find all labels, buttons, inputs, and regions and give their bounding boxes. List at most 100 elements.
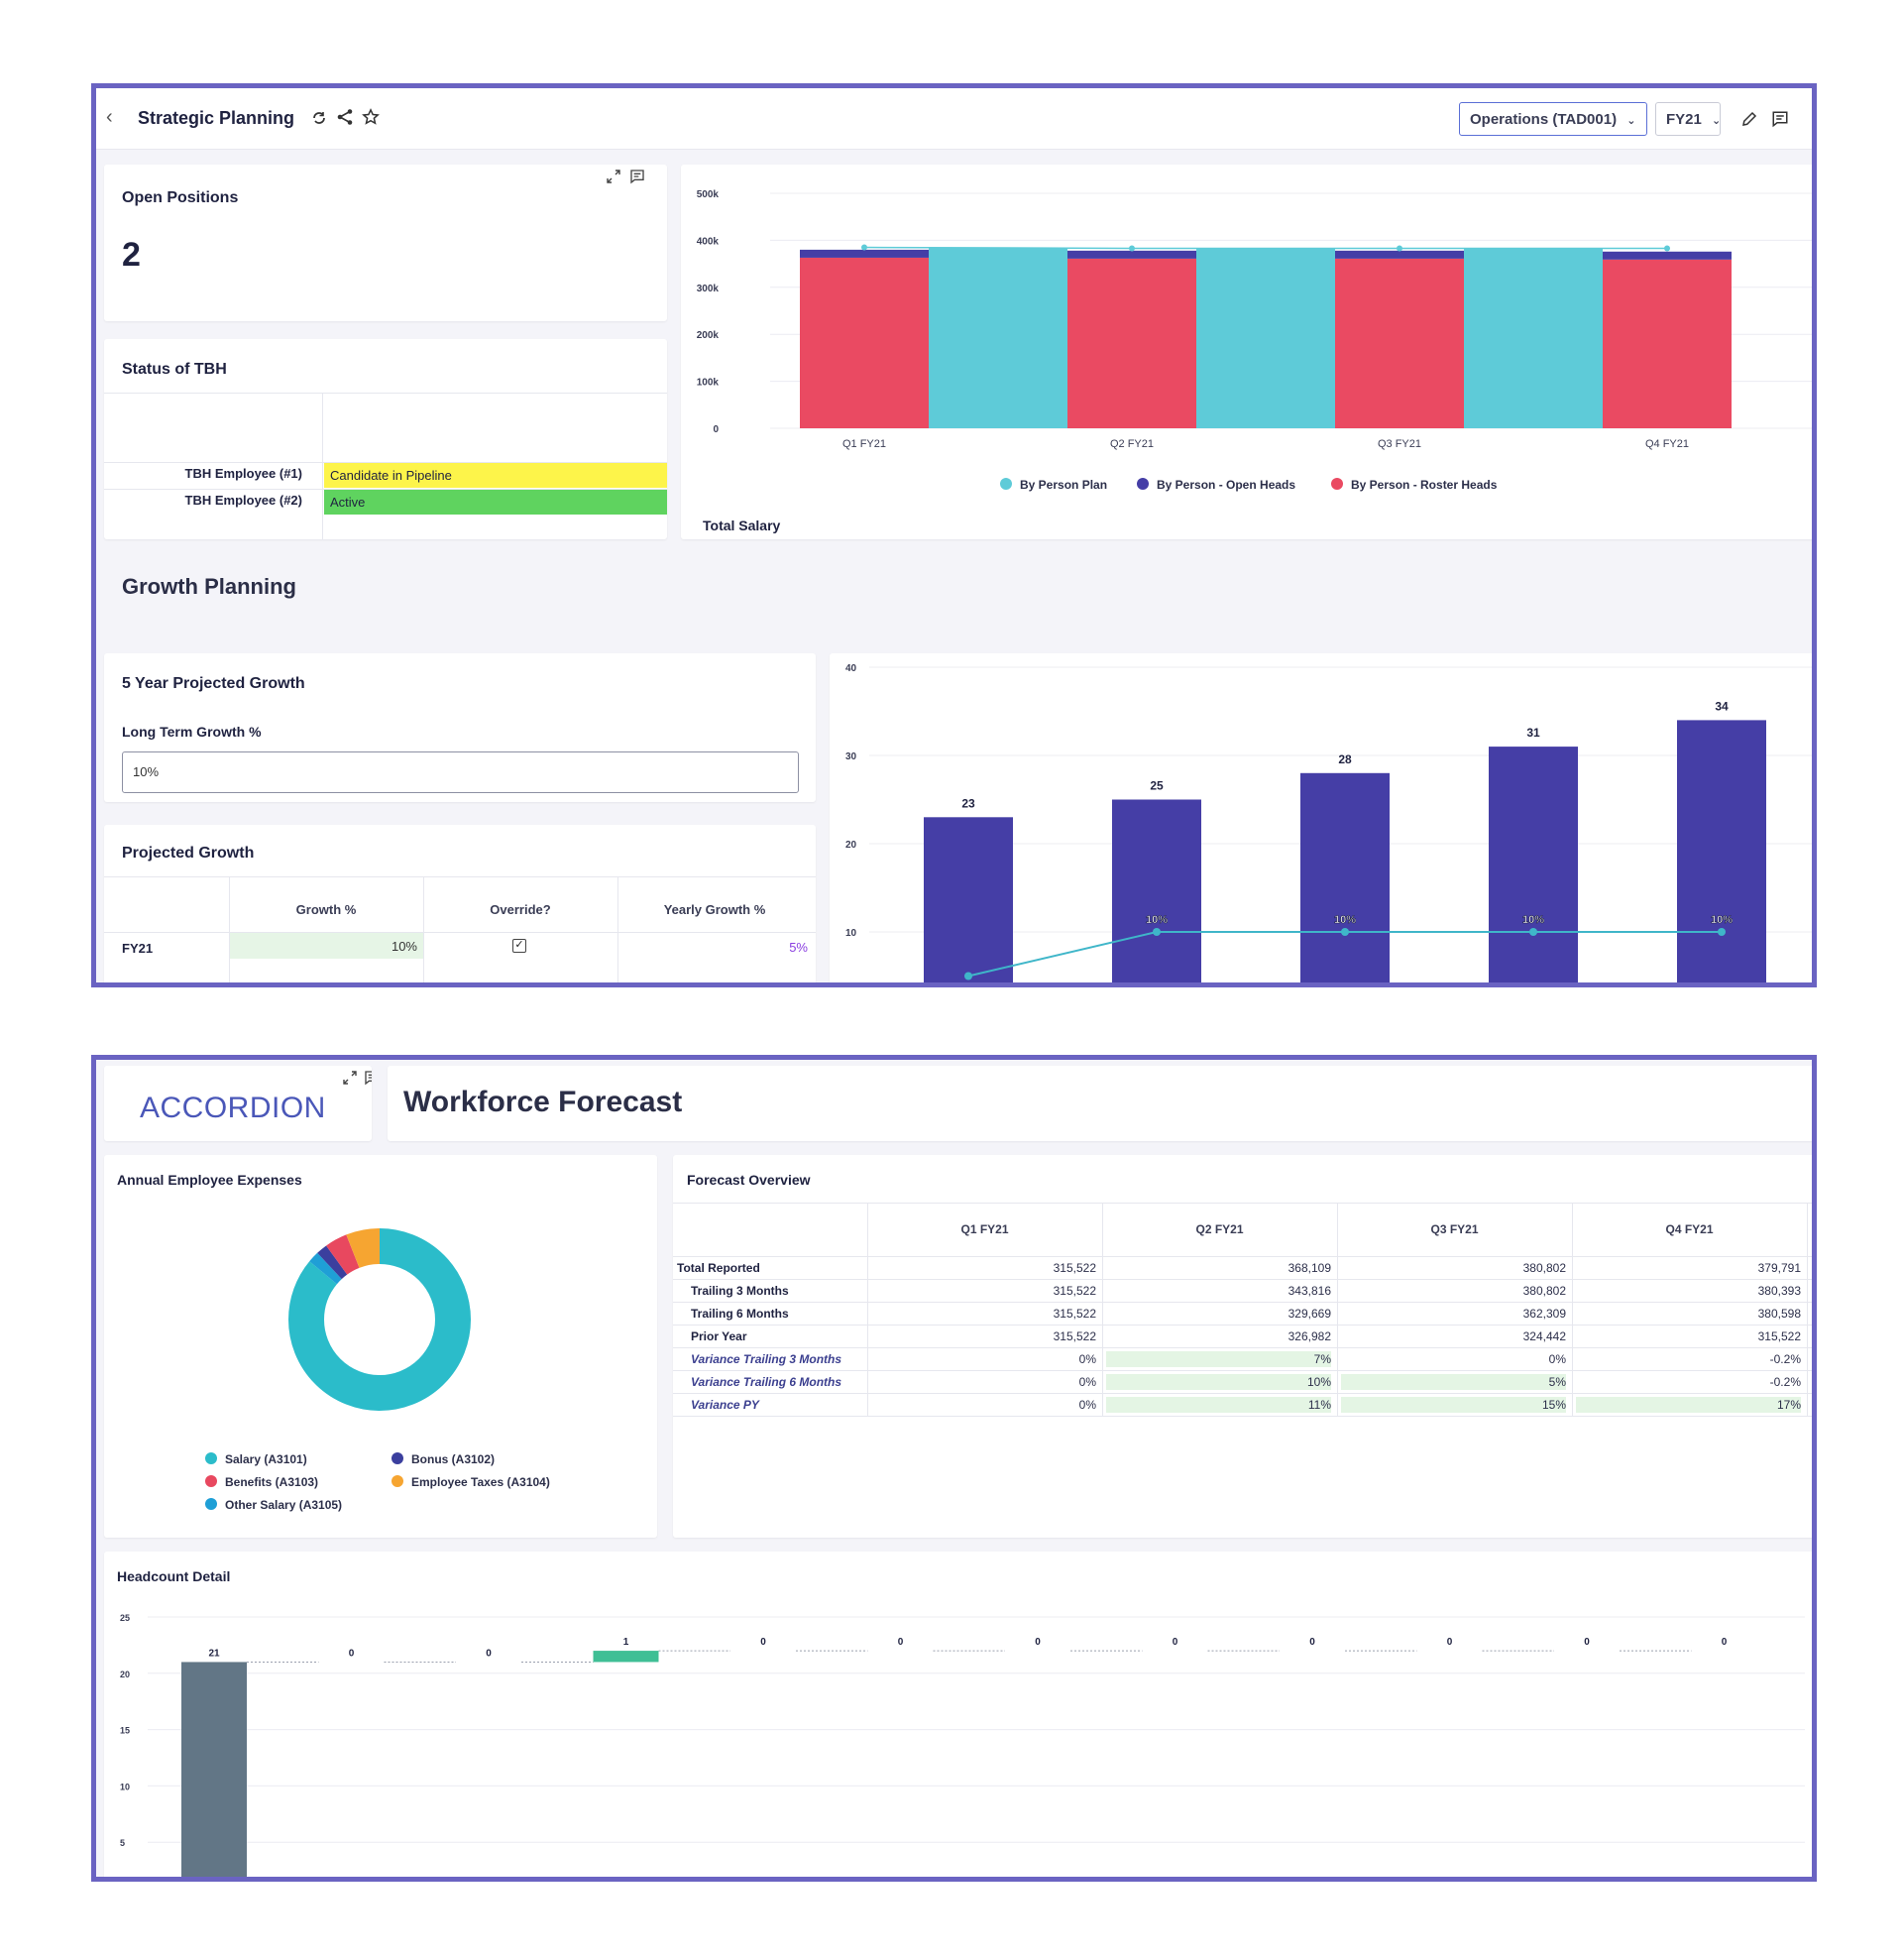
row-divider	[673, 1279, 1812, 1280]
strategic-planning-dashboard: ‹ Strategic Planning Operations (TAD001)…	[91, 83, 1817, 987]
row-divider	[673, 1370, 1812, 1371]
table-cell: 362,309	[1522, 1307, 1566, 1321]
bar-data-label: 25	[1150, 779, 1164, 793]
y-tick-label: 20	[120, 1670, 130, 1679]
yearly-growth-cell: 5%	[789, 940, 808, 955]
status-tbh-card: Status of TBH TBH Employee (#1) Candidat…	[104, 339, 667, 539]
forecast-overview-table: Q1 FY21 Q2 FY21 Q3 FY21 Q4 FY21 Total Report…	[673, 1203, 1812, 1431]
row-divider	[673, 1347, 1812, 1348]
table-cell: 5%	[1548, 1375, 1566, 1389]
override-checkbox[interactable]: ✓	[512, 939, 526, 953]
row-label: Variance PY	[691, 1398, 759, 1412]
table-cell: 324,442	[1522, 1329, 1566, 1343]
page-title: Strategic Planning	[138, 108, 295, 128]
y-tick-label: 15	[120, 1726, 130, 1736]
share-icon[interactable]	[336, 108, 354, 126]
variance-highlight	[1106, 1374, 1331, 1390]
tbh-row-label: TBH Employee (#2)	[184, 493, 302, 508]
row-divider	[673, 1325, 1812, 1326]
table-cell: -0.2%	[1769, 1375, 1801, 1389]
legend-swatch	[205, 1498, 217, 1510]
tbh-status-cell: Candidate in Pipeline	[324, 463, 667, 488]
comment-icon[interactable]	[1771, 110, 1789, 128]
y-tick-label: 30	[845, 751, 857, 762]
legend-label: Benefits (A3103)	[225, 1475, 319, 1489]
expand-icon[interactable]	[606, 169, 621, 184]
edit-pencil-icon[interactable]	[1740, 110, 1758, 128]
long-term-growth-input[interactable]: 10%	[122, 751, 799, 793]
y-tick-label: 100k	[697, 378, 720, 389]
period-dropdown-value: FY21	[1666, 111, 1702, 128]
legend-swatch	[1331, 478, 1343, 490]
headcount-bar	[593, 1651, 659, 1663]
column-divider	[1102, 1203, 1103, 1416]
growth-percent-cell[interactable]: 10%	[230, 933, 423, 959]
column-header: Yearly Growth %	[663, 902, 766, 917]
legend-swatch	[205, 1452, 217, 1464]
column-header: Q4 FY21	[1665, 1222, 1714, 1236]
forecast-overview-card: Forecast Overview Q1 FY21 Q2 FY21 Q3 FY21 Q…	[673, 1155, 1812, 1538]
person-plan-bar	[1196, 248, 1335, 428]
legend-label: Other Salary (A3105)	[225, 1498, 343, 1512]
chevron-down-icon: ⌄	[1626, 115, 1636, 127]
table-cell: 0%	[1078, 1352, 1096, 1366]
growth-rate-point	[1718, 928, 1726, 936]
table-cell: 379,791	[1757, 1261, 1801, 1275]
x-tick-label: Q2 FY21	[1110, 438, 1154, 450]
back-chevron-icon[interactable]: ‹	[106, 106, 113, 128]
comment-icon[interactable]	[629, 169, 645, 184]
five-year-growth-card: 5 Year Projected Growth Long Term Growth…	[104, 653, 816, 802]
workforce-title: Workforce Forecast	[403, 1086, 683, 1118]
legend-label: By Person Plan	[1020, 478, 1108, 492]
table-cell: 380,802	[1522, 1261, 1566, 1275]
variance-highlight	[1341, 1374, 1566, 1390]
donut-slice	[288, 1228, 471, 1411]
growth-bar	[1300, 772, 1390, 982]
legend-item: By Person - Roster Heads	[1331, 478, 1497, 492]
total-salary-chart: 500k 400k 300k 200k 100k 0 Q1 FY21 Q2 FY21 Q3 FY…	[697, 189, 1812, 450]
column-divider	[867, 1203, 868, 1416]
table-cell: 0%	[1548, 1352, 1566, 1366]
bar-data-label: 28	[1338, 752, 1352, 766]
status-tbh-title: Status of TBH	[122, 361, 227, 378]
row-divider	[673, 1393, 1812, 1394]
y-tick-label: 10	[120, 1782, 130, 1791]
growth-bar	[1489, 747, 1578, 982]
workforce-forecast-dashboard: ACCORDION Workforce Forecast Annual Empl…	[91, 1055, 1817, 1882]
table-cell: 10%	[1306, 1375, 1331, 1389]
x-tick-label: Q3 FY21	[1378, 438, 1421, 450]
bar-data-label: 0	[1584, 1637, 1590, 1648]
person-plan-bar	[929, 247, 1067, 428]
growth-chart-card: 40 30 20 10 23 25 28 31 34 10% 10% 10% 10%	[830, 653, 1812, 982]
expand-icon[interactable]	[342, 1070, 358, 1086]
refresh-icon[interactable]	[310, 109, 328, 127]
table-cell: 315,522	[1053, 1284, 1096, 1298]
person-plan-line	[863, 246, 1667, 250]
bar-data-label: 0	[1035, 1637, 1041, 1648]
star-icon[interactable]	[362, 108, 380, 126]
growth-rate-label: 10%	[1334, 914, 1356, 926]
legend-item: Other Salary (A3105)	[205, 1498, 342, 1512]
annual-expenses-title: Annual Employee Expenses	[117, 1172, 302, 1188]
table-cell: 329,669	[1287, 1307, 1331, 1321]
x-tick-label: Q1 FY21	[842, 438, 886, 450]
tbh-status-cell: Active	[324, 490, 667, 515]
table-cell: -0.2%	[1769, 1352, 1801, 1366]
y-tick-label: 40	[845, 663, 857, 674]
y-tick-label: 300k	[697, 284, 720, 294]
column-divider	[1337, 1203, 1338, 1416]
entity-dropdown[interactable]: Operations (TAD001) ⌄	[1459, 102, 1647, 136]
legend-swatch	[205, 1475, 217, 1487]
roster-heads-bar	[1603, 259, 1732, 428]
y-tick-label: 400k	[697, 236, 720, 247]
headcount-detail-title: Headcount Detail	[117, 1568, 231, 1584]
period-dropdown[interactable]: FY21 ⌄	[1655, 102, 1721, 136]
long-term-growth-label: Long Term Growth %	[122, 724, 262, 740]
headcount-detail-card: Headcount Detail 25 20 15 10 5 21 0 0 1 0 0 0 0 0 0 0 0	[104, 1552, 1812, 1877]
comment-icon[interactable]	[364, 1070, 372, 1086]
variance-highlight	[1576, 1397, 1801, 1413]
bar-data-label: 1	[623, 1637, 629, 1648]
bar-data-label: 31	[1526, 726, 1540, 740]
row-label: Total Reported	[677, 1261, 760, 1275]
chevron-down-icon: ⌄	[1712, 115, 1722, 127]
